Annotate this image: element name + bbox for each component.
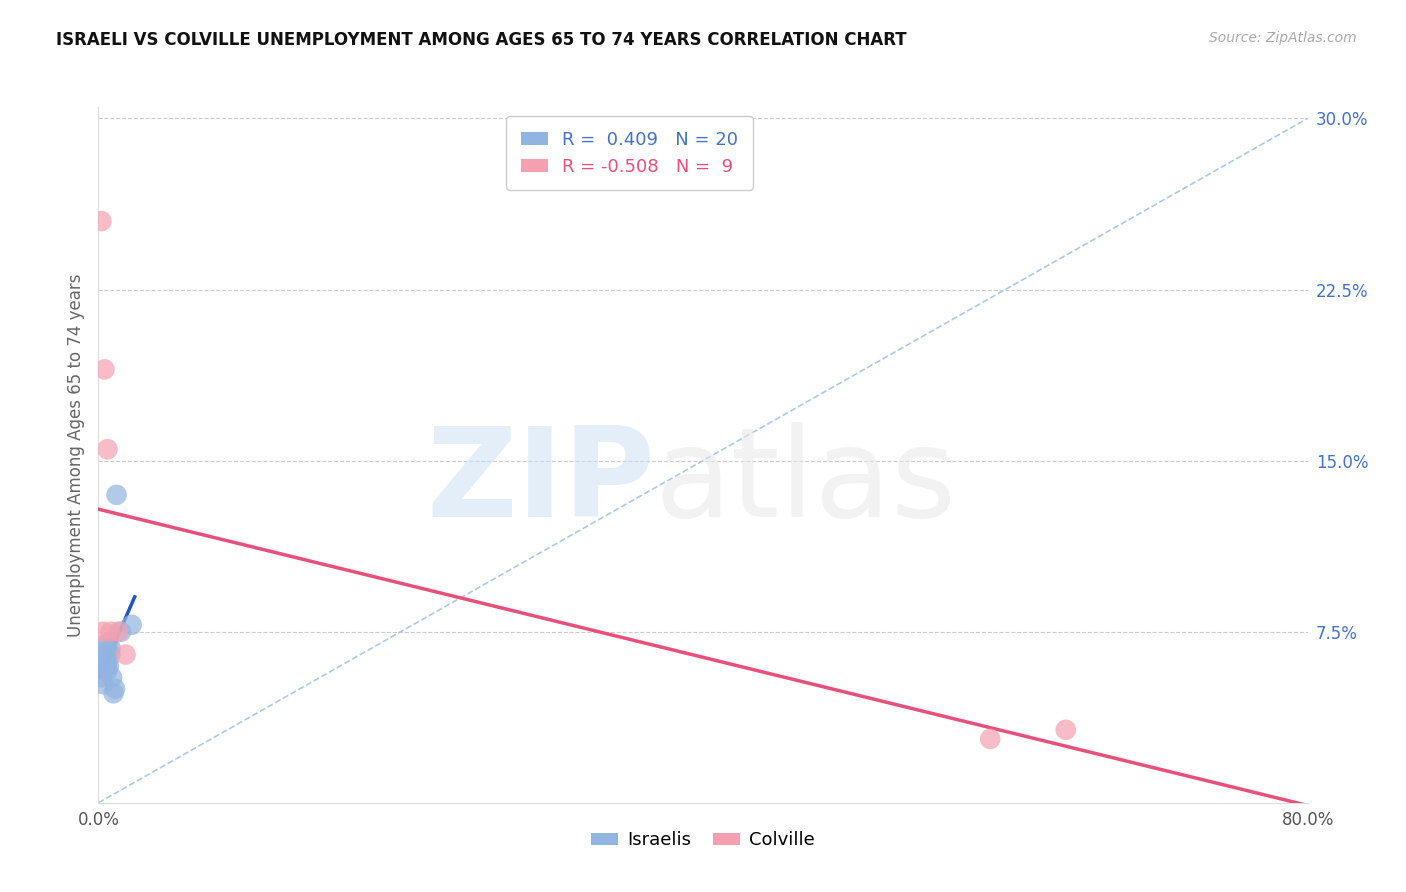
Y-axis label: Unemployment Among Ages 65 to 74 years: Unemployment Among Ages 65 to 74 years — [66, 273, 84, 637]
Point — [110, 624, 132, 639]
Point — [114, 648, 136, 662]
Point — [90, 214, 112, 228]
Point — [100, 624, 122, 639]
Point — [93, 362, 115, 376]
Point — [105, 488, 128, 502]
Point — [91, 624, 114, 639]
Text: ZIP: ZIP — [426, 422, 655, 543]
Point — [100, 648, 122, 662]
Point — [94, 640, 117, 655]
Point — [96, 442, 118, 457]
Text: ISRAELI VS COLVILLE UNEMPLOYMENT AMONG AGES 65 TO 74 YEARS CORRELATION CHART: ISRAELI VS COLVILLE UNEMPLOYMENT AMONG A… — [56, 31, 907, 49]
Point — [96, 654, 118, 668]
Legend: Israelis, Colville: Israelis, Colville — [583, 824, 823, 856]
Point — [979, 731, 1001, 746]
Point — [121, 618, 143, 632]
Point — [96, 664, 118, 678]
Point — [107, 624, 129, 639]
Point — [91, 659, 114, 673]
Point — [94, 648, 117, 662]
Point — [101, 670, 124, 684]
Point — [103, 686, 125, 700]
Text: Source: ZipAtlas.com: Source: ZipAtlas.com — [1209, 31, 1357, 45]
Point — [1054, 723, 1077, 737]
Point — [98, 659, 121, 673]
Point — [90, 670, 112, 684]
Point — [93, 664, 115, 678]
Point — [96, 636, 118, 650]
Point — [94, 659, 117, 673]
Point — [91, 677, 114, 691]
Text: atlas: atlas — [655, 422, 956, 543]
Point — [104, 681, 127, 696]
Point — [93, 652, 115, 666]
Point — [100, 640, 122, 655]
